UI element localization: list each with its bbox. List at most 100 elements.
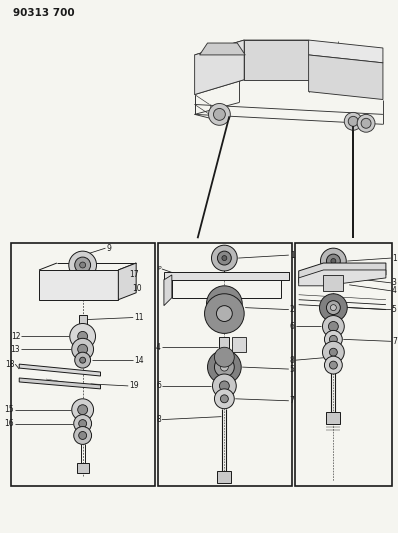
Circle shape [80,262,86,268]
Circle shape [215,389,234,409]
Circle shape [322,341,344,363]
Polygon shape [19,364,100,376]
Circle shape [70,324,96,349]
Circle shape [79,419,87,427]
Circle shape [207,350,241,384]
Text: 10: 10 [132,284,142,293]
Text: 13: 13 [11,345,20,354]
Text: 15: 15 [5,405,14,414]
Text: 7: 7 [290,396,295,405]
Polygon shape [298,263,386,283]
Circle shape [324,330,342,348]
Text: 14: 14 [134,356,144,365]
Circle shape [207,286,242,321]
Circle shape [326,254,340,268]
Circle shape [330,305,336,311]
Text: 4: 4 [156,343,161,352]
Circle shape [344,112,362,130]
Bar [39,270,118,300]
Text: 9: 9 [106,244,111,253]
Circle shape [79,432,87,439]
Circle shape [322,316,344,337]
Circle shape [72,399,94,421]
Circle shape [330,348,338,356]
Circle shape [331,259,336,263]
Text: 11: 11 [134,313,144,322]
Text: 18: 18 [5,360,14,369]
Circle shape [330,361,338,369]
Circle shape [205,294,244,334]
Circle shape [217,305,232,321]
Text: 3: 3 [392,278,397,287]
Circle shape [213,108,225,120]
Circle shape [80,357,86,363]
Polygon shape [118,263,136,300]
Text: 16: 16 [5,419,14,428]
Bar [295,243,392,486]
Text: 19: 19 [129,382,139,390]
Bar [164,272,289,280]
Circle shape [75,257,91,273]
Polygon shape [199,43,245,55]
Polygon shape [324,275,343,291]
Text: 5: 5 [290,365,295,374]
Polygon shape [308,55,383,100]
Circle shape [74,426,92,445]
Circle shape [215,357,234,377]
Polygon shape [195,40,308,55]
Bar [158,243,292,486]
Text: 6: 6 [156,382,161,390]
Bar [79,314,87,328]
Circle shape [217,296,232,312]
Circle shape [219,381,229,391]
Circle shape [328,321,338,332]
Polygon shape [164,275,172,305]
Circle shape [320,248,346,274]
Circle shape [78,344,88,354]
Bar [217,471,231,483]
Circle shape [209,103,230,125]
Circle shape [215,348,234,367]
Polygon shape [195,40,244,94]
Text: 12: 12 [11,332,20,341]
Polygon shape [298,270,386,286]
Text: 5: 5 [392,305,397,314]
Text: 8: 8 [290,356,295,365]
Bar [11,243,155,486]
Text: 4: 4 [392,286,397,295]
Circle shape [69,251,97,279]
Circle shape [211,245,237,271]
Text: 8: 8 [156,415,161,424]
Bar [326,411,340,424]
Text: 7: 7 [392,337,397,346]
Polygon shape [244,40,308,80]
Circle shape [222,256,227,261]
Circle shape [330,335,338,343]
Text: 2: 2 [290,305,295,314]
Circle shape [213,374,236,398]
Circle shape [361,118,371,128]
Circle shape [75,352,91,368]
Polygon shape [19,378,100,389]
Circle shape [78,332,88,341]
Text: 17: 17 [129,270,139,279]
Polygon shape [308,40,383,63]
Text: 6: 6 [290,322,295,331]
Circle shape [326,301,340,314]
Text: 1: 1 [290,251,295,260]
Circle shape [74,415,92,432]
Circle shape [78,405,88,415]
Circle shape [220,363,228,371]
Circle shape [357,115,375,132]
Circle shape [72,338,94,360]
Circle shape [217,251,231,265]
Bar [219,337,229,357]
Circle shape [320,294,347,321]
Text: 90313 700: 90313 700 [13,9,75,18]
Circle shape [220,395,228,403]
Polygon shape [232,337,246,352]
Circle shape [348,116,358,126]
Bar [77,463,89,473]
Text: P: P [157,266,161,271]
Circle shape [324,356,342,374]
